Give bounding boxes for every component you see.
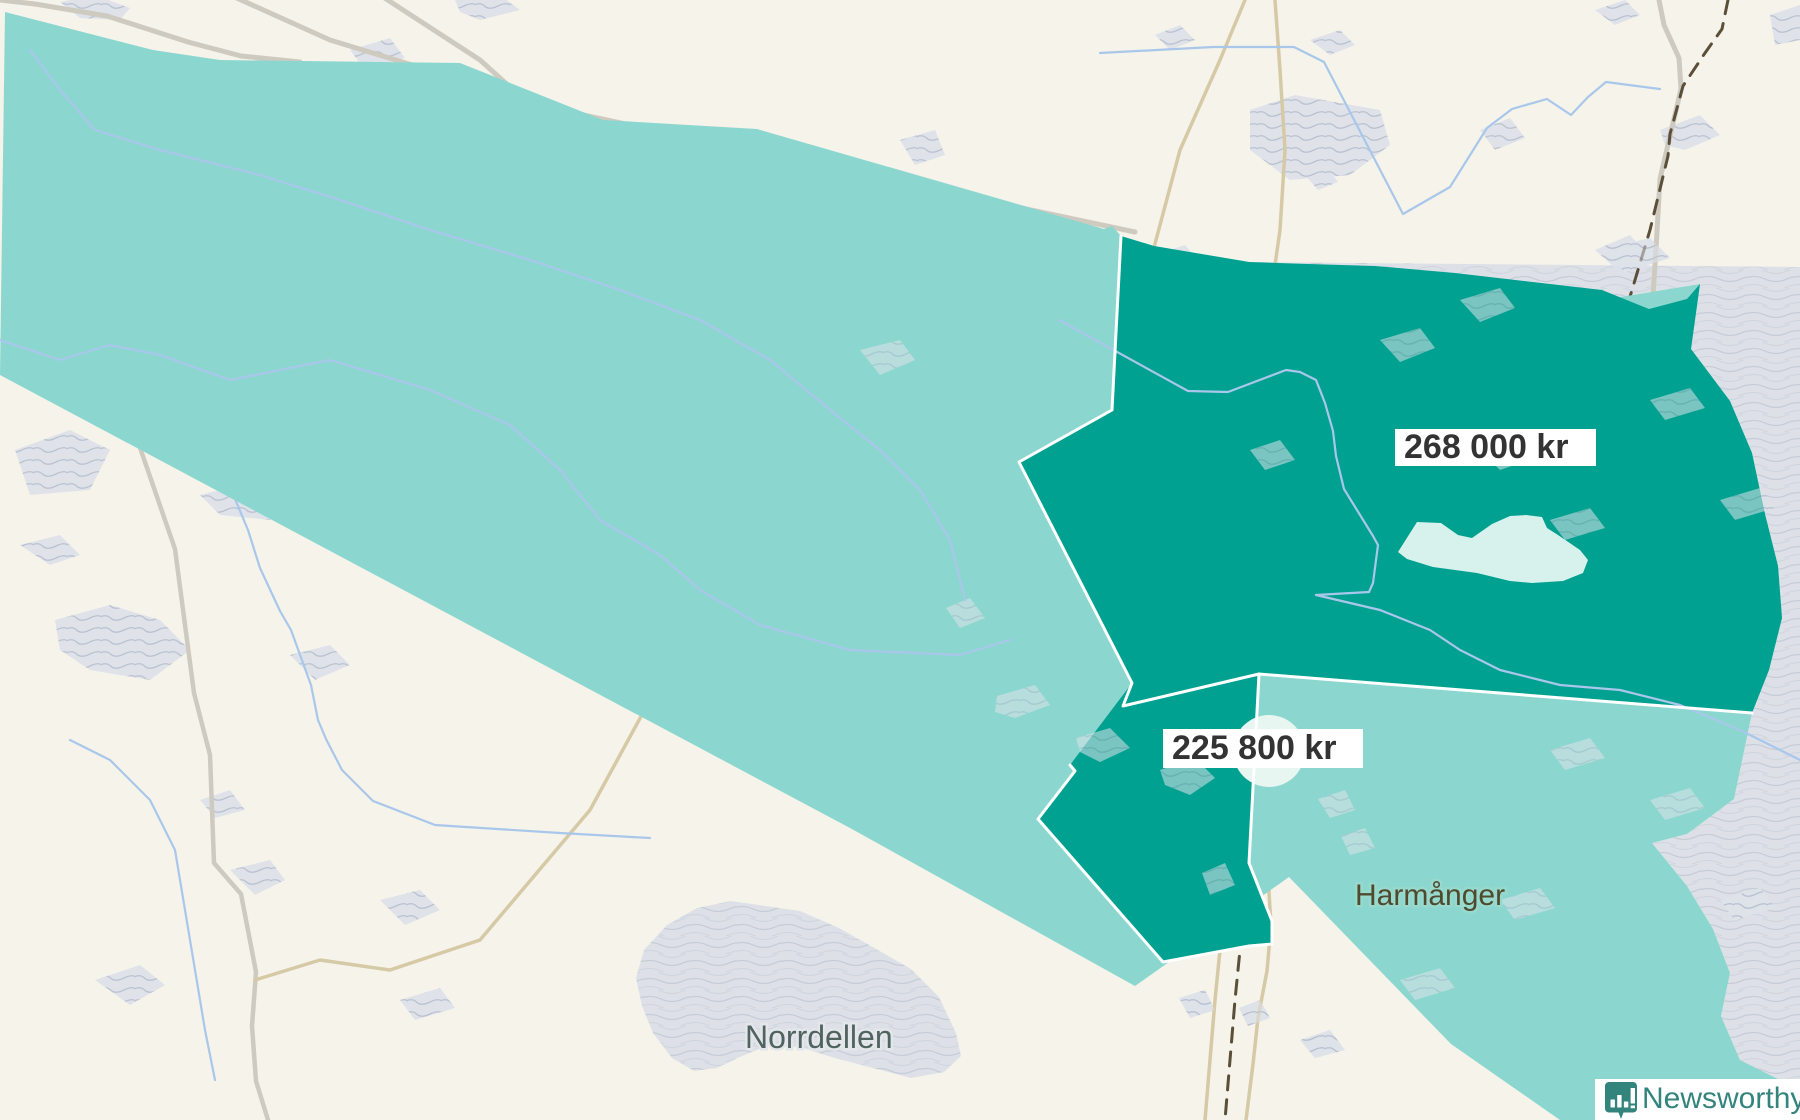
svg-text:268 000 kr: 268 000 kr xyxy=(1404,428,1569,466)
svg-text:Newsworthy: Newsworthy xyxy=(1642,1082,1800,1115)
svg-text:Harmånger: Harmånger xyxy=(1355,879,1505,912)
svg-text:Norrdellen: Norrdellen xyxy=(745,1019,893,1055)
svg-text:225 800 kr: 225 800 kr xyxy=(1172,729,1337,767)
